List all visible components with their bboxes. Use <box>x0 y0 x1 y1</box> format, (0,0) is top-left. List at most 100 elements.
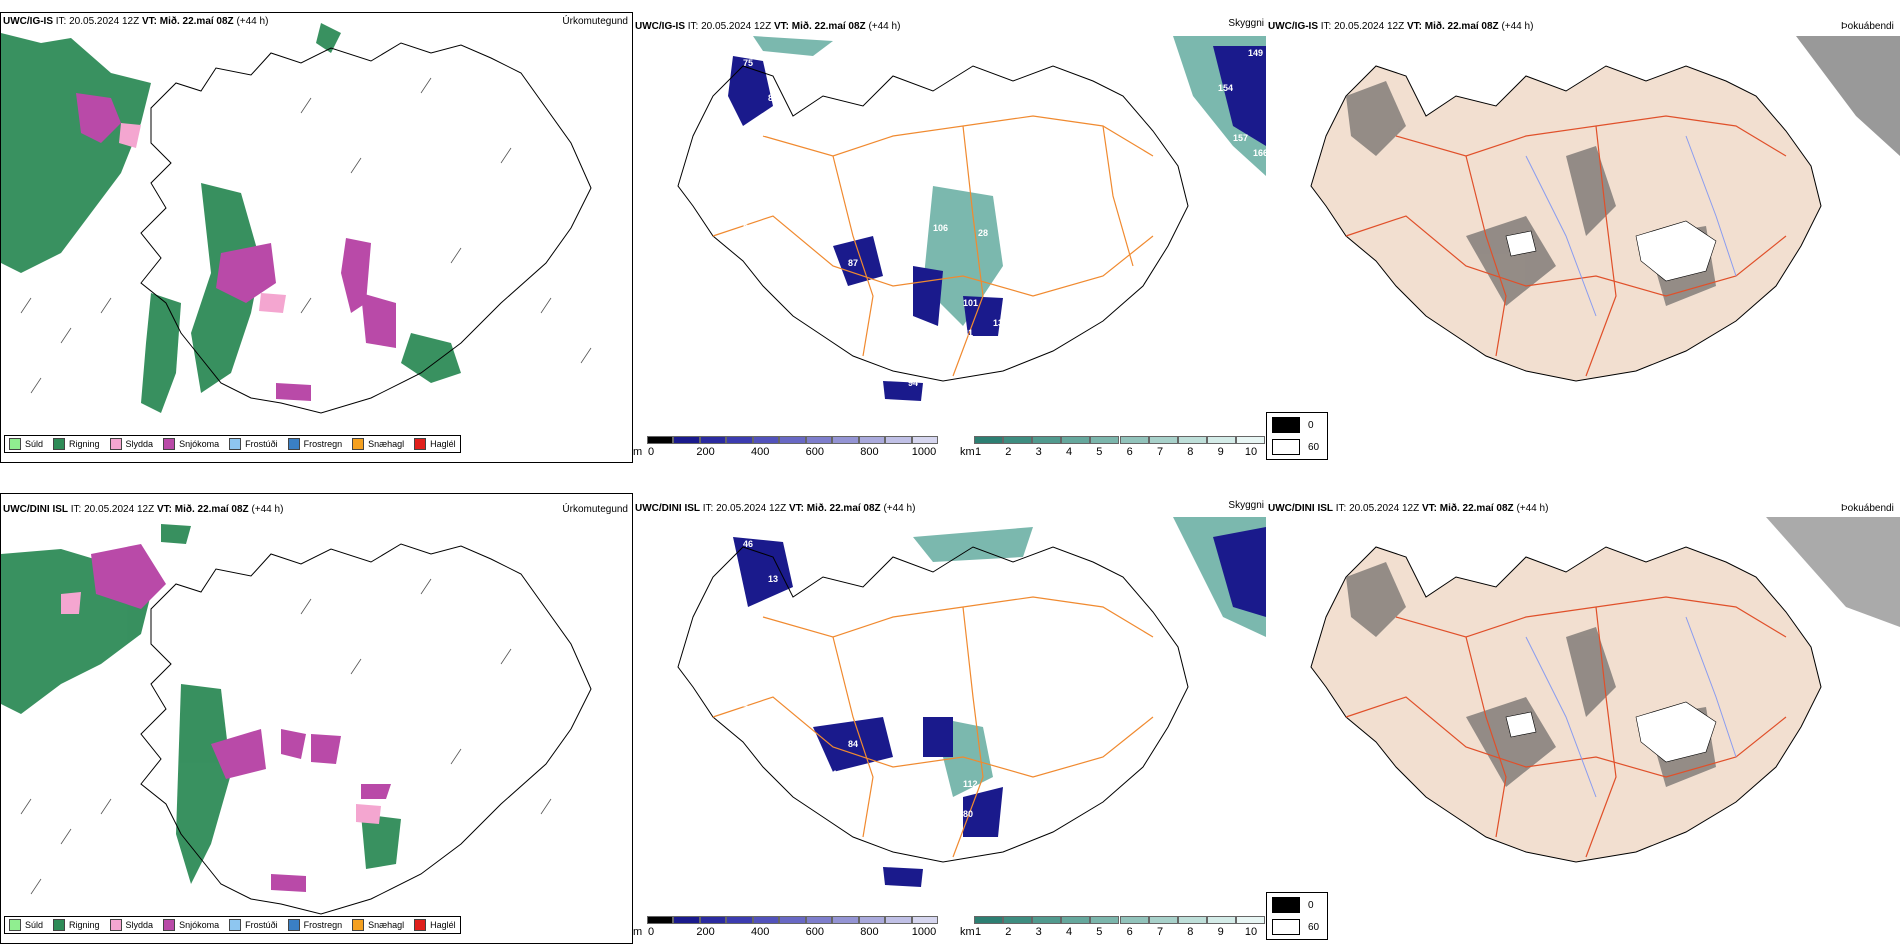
lead-time: (+44 h) <box>251 504 284 515</box>
iceland-land <box>1310 65 1822 382</box>
colorbar-segment <box>726 916 753 924</box>
fog-legend-label: 0 <box>1308 899 1314 911</box>
precip-map <box>1 23 592 414</box>
colorbar-segment <box>779 916 806 924</box>
cloud-base-label: 248 <box>873 789 888 799</box>
colorbar-segment <box>911 916 938 924</box>
fog-box-legend-2: 0 60 <box>1266 892 1328 940</box>
colorbar-segment <box>858 916 886 924</box>
cloud-base-label: 157 <box>1233 133 1248 143</box>
colorbar-tick: 200 <box>696 926 715 938</box>
offshore-fog <box>1766 517 1900 627</box>
road-network <box>1345 115 1787 377</box>
colorbar-tick: 5 <box>1096 926 1103 938</box>
cloud-base-label: 90 <box>883 218 893 228</box>
cloud-base-label: 82 <box>768 93 778 103</box>
model-name: UWC/DINI ISL <box>1268 503 1333 514</box>
wind-barbs <box>20 77 592 394</box>
vt-value: Mið. 22.maí 08Z <box>1424 21 1499 32</box>
it-value: 20.05.2024 12Z <box>716 503 787 514</box>
ceiling-colorbar-1: m 0 200 400 600 800 1000 <box>633 436 938 462</box>
cloud-title: Skyggni <box>1228 500 1264 511</box>
fog-map <box>1266 36 1900 436</box>
colorbar-tick: 7 <box>1156 446 1164 458</box>
cloud-base-label: 84 <box>848 739 858 749</box>
cloud-base-label: 81 <box>723 629 733 639</box>
legend-item: Frostregn <box>287 919 342 931</box>
colorbar-segment <box>1090 436 1120 444</box>
colorbar-tick: 400 <box>751 926 770 938</box>
it-label: IT: <box>55 16 67 27</box>
colorbar-tick: 800 <box>860 446 879 458</box>
cloud-base-label: 106 <box>933 223 948 233</box>
legend-swatch <box>9 919 21 931</box>
panel-header: UWC/DINI ISL IT: 20.05.2024 12Z VT: Mið.… <box>3 504 283 516</box>
cloud-labels: 75 82 101 101 105 111 116 108 106 81 50 90 87 52 117 10… <box>688 48 1266 403</box>
legend-swatch <box>352 438 365 450</box>
panel-header: UWC/IG-IS IT: 20.05.2024 12Z VT: Mið. 22… <box>1268 21 1533 33</box>
cloud-base-label: 46 <box>773 649 783 659</box>
cloud-base-label: 77 <box>713 609 723 619</box>
colorbar-unit: m <box>633 926 643 938</box>
colorbar-tick: 1 <box>974 926 982 938</box>
it-label: IT: <box>702 503 714 514</box>
colorbar-segment <box>647 436 674 444</box>
cloud-base-label: 71 <box>883 699 893 709</box>
legend-item: Haglél <box>414 919 456 931</box>
legend-item: Frostúði <box>229 919 278 931</box>
fog-legend-swatch <box>1272 897 1300 913</box>
precip-fill-snow <box>76 93 396 401</box>
cloud-base-label: 42 <box>753 609 763 619</box>
iceland-coastline <box>140 543 592 915</box>
panel-header: UWC/DINI ISL IT: 20.05.2024 12Z VT: Mið.… <box>1268 503 1548 515</box>
fog-map-panel-2: UWC/DINI ISL IT: 20.05.2024 12Z VT: Mið.… <box>1266 493 1900 944</box>
cloud-base-label: 56 <box>813 674 823 684</box>
lead-time: (+44 h) <box>883 503 916 514</box>
legend-item: Rigning <box>53 919 100 931</box>
cloud-base-label: 107 <box>938 393 953 403</box>
legend-swatch <box>414 438 427 450</box>
colorbar-segment <box>699 436 727 444</box>
wind-barbs <box>20 578 552 895</box>
colorbar-segment <box>974 436 1004 444</box>
cloud-base-label: 106 <box>803 213 818 223</box>
fog-legend-label: 0 <box>1308 419 1314 431</box>
colorbar-segment <box>805 436 833 444</box>
cloud-base-label: 166 <box>1253 148 1266 158</box>
colorbar-segment <box>1177 436 1207 444</box>
cloud-base-label: 46 <box>743 539 753 549</box>
cloud-base-label: 124 <box>978 709 993 719</box>
colorbar-segment <box>832 436 859 444</box>
iceland-land <box>1310 546 1822 863</box>
colorbar-tick: 8 <box>1187 446 1194 458</box>
cloud-base-label: 101 <box>753 128 768 138</box>
colorbar-segment <box>673 436 700 444</box>
colorbar-segment <box>673 916 700 924</box>
ceiling-fill <box>728 46 1266 401</box>
cloud-base-label: 13 <box>768 574 778 584</box>
model-name: UWC/IG-IS <box>1268 21 1318 32</box>
lead-time: (+44 h) <box>868 21 901 32</box>
colorbar-tick: 0 <box>647 446 655 458</box>
colorbar-tick: 9 <box>1217 926 1224 938</box>
legend-swatch <box>9 438 21 450</box>
colorbar-segment <box>885 436 912 444</box>
colorbar-segment <box>1148 916 1178 924</box>
it-value: 20.05.2024 12Z <box>1349 503 1420 514</box>
colorbar-tick: 2 <box>1005 926 1012 938</box>
legend-item: Snæhagl <box>352 438 404 450</box>
precip-title: Úrkomutegund <box>562 16 628 27</box>
legend-swatch <box>229 919 242 931</box>
legend-item: Snjókoma <box>163 919 219 931</box>
legend-swatch <box>352 919 365 931</box>
cloud-base-label: 81 <box>963 328 973 338</box>
colorbar-segment <box>699 916 727 924</box>
colorbar-tick: 1000 <box>911 926 937 938</box>
precip-fill-rain <box>1 524 401 884</box>
it-label: IT: <box>1320 21 1332 32</box>
colorbar-segment <box>726 436 753 444</box>
cloud-base-label: 83 <box>1003 724 1013 734</box>
legend-item: Snæhagl <box>352 919 404 931</box>
